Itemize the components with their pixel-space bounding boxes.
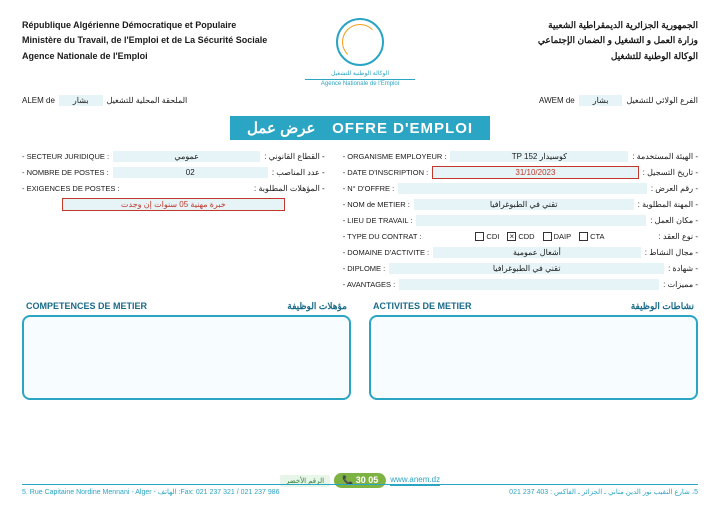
right-column: - ORGANISME EMPLOYEUR : TP 152 كوسيدار -… — [343, 150, 698, 291]
cb-cdi: CDI — [475, 232, 499, 241]
contract-checkboxes: CDI ×CDD DAIP CTA — [425, 232, 654, 241]
field-diplome: - DIPLOME : تقني في الطبوغرافيا - شهادة … — [343, 262, 698, 275]
awem-label-ar: الفرع الولائي للتشغيل — [626, 96, 698, 105]
field-noffre: - N° D'OFFRE : - رقم العرض : — [343, 182, 698, 195]
competences-box: COMPETENCES DE METIER مؤهلات الوظيفة — [22, 301, 351, 400]
alem-value: بشار — [59, 95, 103, 106]
ministry-ar: وزارة العمل و التشغيل و الضمان الإجتماعي — [448, 33, 698, 48]
logo-circle — [336, 18, 384, 66]
field-avantages: - AVANTAGES : - مميزات : — [343, 278, 698, 291]
alem-group: ALEM de بشار الملحقة المحلية للتشغيل — [22, 95, 187, 106]
footer: 5. Rue Capitaine Nordine Mennani - Alger… — [22, 484, 698, 496]
title-fr: OFFRE D'EMPLOI — [332, 120, 473, 137]
field-domaine: - DOMAINE D'ACTIVITE : أشغال عمومية - مج… — [343, 246, 698, 259]
competences-title-ar: مؤهلات الوظيفة — [287, 301, 347, 312]
awem-label-fr: AWEM de — [539, 96, 575, 105]
agency-ar: الوكالة الوطنية للتشغيل — [448, 49, 698, 64]
competences-title-fr: COMPETENCES DE METIER — [26, 301, 147, 312]
cb-daip: DAIP — [543, 232, 572, 241]
republic-fr: République Algérienne Démocratique et Po… — [22, 18, 272, 33]
agency-fr: Agence Nationale de l'Emploi — [22, 49, 272, 64]
field-organisme: - ORGANISME EMPLOYEUR : TP 152 كوسيدار -… — [343, 150, 698, 163]
awem-group: AWEM de بشار الفرع الولائي للتشغيل — [539, 95, 698, 106]
logo-caption-fr: Agence Nationale de l'Emploi — [305, 81, 415, 87]
field-exigences-value: خبرة مهنية 05 سنوات إن وجدت — [22, 198, 325, 211]
title-ar: عرض عمل — [247, 120, 316, 137]
competences-content — [22, 315, 351, 400]
logo: الوكالة الوطنية للتشغيل Agence Nationale… — [305, 18, 415, 87]
logo-caption-ar: الوكالة الوطنية للتشغيل — [305, 70, 415, 80]
boxes-row: COMPETENCES DE METIER مؤهلات الوظيفة ACT… — [22, 301, 698, 400]
footer-left: 5. Rue Capitaine Nordine Mennani - Alger… — [22, 488, 280, 496]
cb-cta: CTA — [579, 232, 604, 241]
republic-ar: الجمهورية الجزائرية الديمقراطية الشعبية — [448, 18, 698, 33]
activites-content — [369, 315, 698, 400]
footer-right: 5، شارع النقيب نور الدين مناني ـ الجزائر… — [509, 488, 698, 496]
activites-title-ar: نشاطات الوظيفة — [631, 301, 694, 312]
field-postes: - NOMBRE DE POSTES : 02 - عدد المناصب : — [22, 166, 325, 179]
field-secteur: - SECTEUR JURIDIQUE : عمومي - القطاع الق… — [22, 150, 325, 163]
field-lieu: - LIEU DE TRAVAIL : - مكان العمل : — [343, 214, 698, 227]
activites-title-fr: ACTIVITES DE METIER — [373, 301, 472, 312]
left-column: - SECTEUR JURIDIQUE : عمومي - القطاع الق… — [22, 150, 325, 291]
field-metier: - NOM de METIER : تقني في الطبوغرافيا - … — [343, 198, 698, 211]
header-french: République Algérienne Démocratique et Po… — [22, 18, 272, 64]
header-arabic: الجمهورية الجزائرية الديمقراطية الشعبية … — [448, 18, 698, 64]
alem-label-ar: الملحقة المحلية للتشغيل — [107, 96, 188, 105]
field-contrat: - TYPE DU CONTRAT : CDI ×CDD DAIP CTA - … — [343, 230, 698, 243]
header: République Algérienne Démocratique et Po… — [22, 18, 698, 87]
awem-value: بشار — [579, 95, 623, 106]
ministry-fr: Ministère du Travail, de l'Emploi et de … — [22, 33, 272, 48]
alem-label-fr: ALEM de — [22, 96, 55, 105]
main-grid: - SECTEUR JURIDIQUE : عمومي - القطاع الق… — [22, 150, 698, 291]
field-exigences-labels: - EXIGENCES DE POSTES : - المؤهلات المطل… — [22, 182, 325, 195]
sub-header-row: ALEM de بشار الملحقة المحلية للتشغيل AWE… — [22, 95, 698, 106]
field-date: - DATE D'INSCRIPTION : 31/10/2023 - تاري… — [343, 166, 698, 179]
activites-box: ACTIVITES DE METIER نشاطات الوظيفة — [369, 301, 698, 400]
title-bar: عرض عمل OFFRE D'EMPLOI — [230, 116, 490, 140]
cb-cdd: ×CDD — [507, 232, 534, 241]
